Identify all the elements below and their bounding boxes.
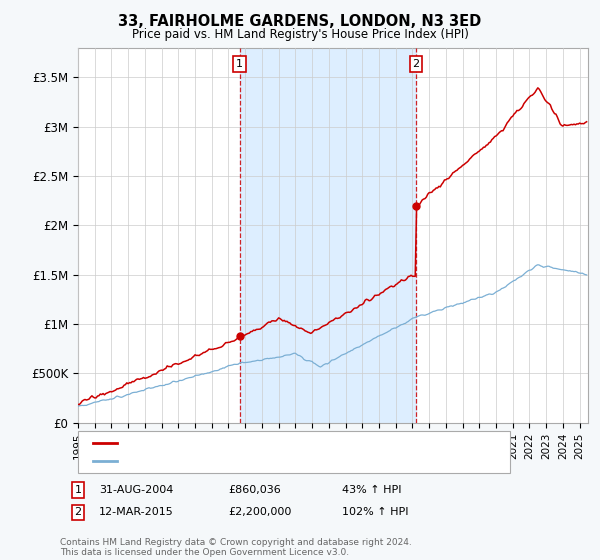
Bar bbox=[239, 48, 416, 423]
Text: 102% ↑ HPI: 102% ↑ HPI bbox=[342, 507, 409, 517]
Text: 33, FAIRHOLME GARDENS, LONDON, N3 3ED (detached house): 33, FAIRHOLME GARDENS, LONDON, N3 3ED (d… bbox=[123, 438, 449, 448]
Text: 43% ↑ HPI: 43% ↑ HPI bbox=[342, 485, 401, 495]
Text: 33, FAIRHOLME GARDENS, LONDON, N3 3ED: 33, FAIRHOLME GARDENS, LONDON, N3 3ED bbox=[118, 14, 482, 29]
Text: £2,200,000: £2,200,000 bbox=[228, 507, 292, 517]
Text: 12-MAR-2015: 12-MAR-2015 bbox=[99, 507, 174, 517]
Text: 1: 1 bbox=[74, 485, 82, 495]
Text: 2: 2 bbox=[74, 507, 82, 517]
Text: £860,036: £860,036 bbox=[228, 485, 281, 495]
Text: 2: 2 bbox=[412, 59, 419, 69]
Text: 31-AUG-2004: 31-AUG-2004 bbox=[99, 485, 173, 495]
Text: Contains HM Land Registry data © Crown copyright and database right 2024.
This d: Contains HM Land Registry data © Crown c… bbox=[60, 538, 412, 557]
Text: HPI: Average price, detached house, Barnet: HPI: Average price, detached house, Barn… bbox=[123, 456, 351, 466]
Text: Price paid vs. HM Land Registry's House Price Index (HPI): Price paid vs. HM Land Registry's House … bbox=[131, 28, 469, 41]
Text: 1: 1 bbox=[236, 59, 243, 69]
